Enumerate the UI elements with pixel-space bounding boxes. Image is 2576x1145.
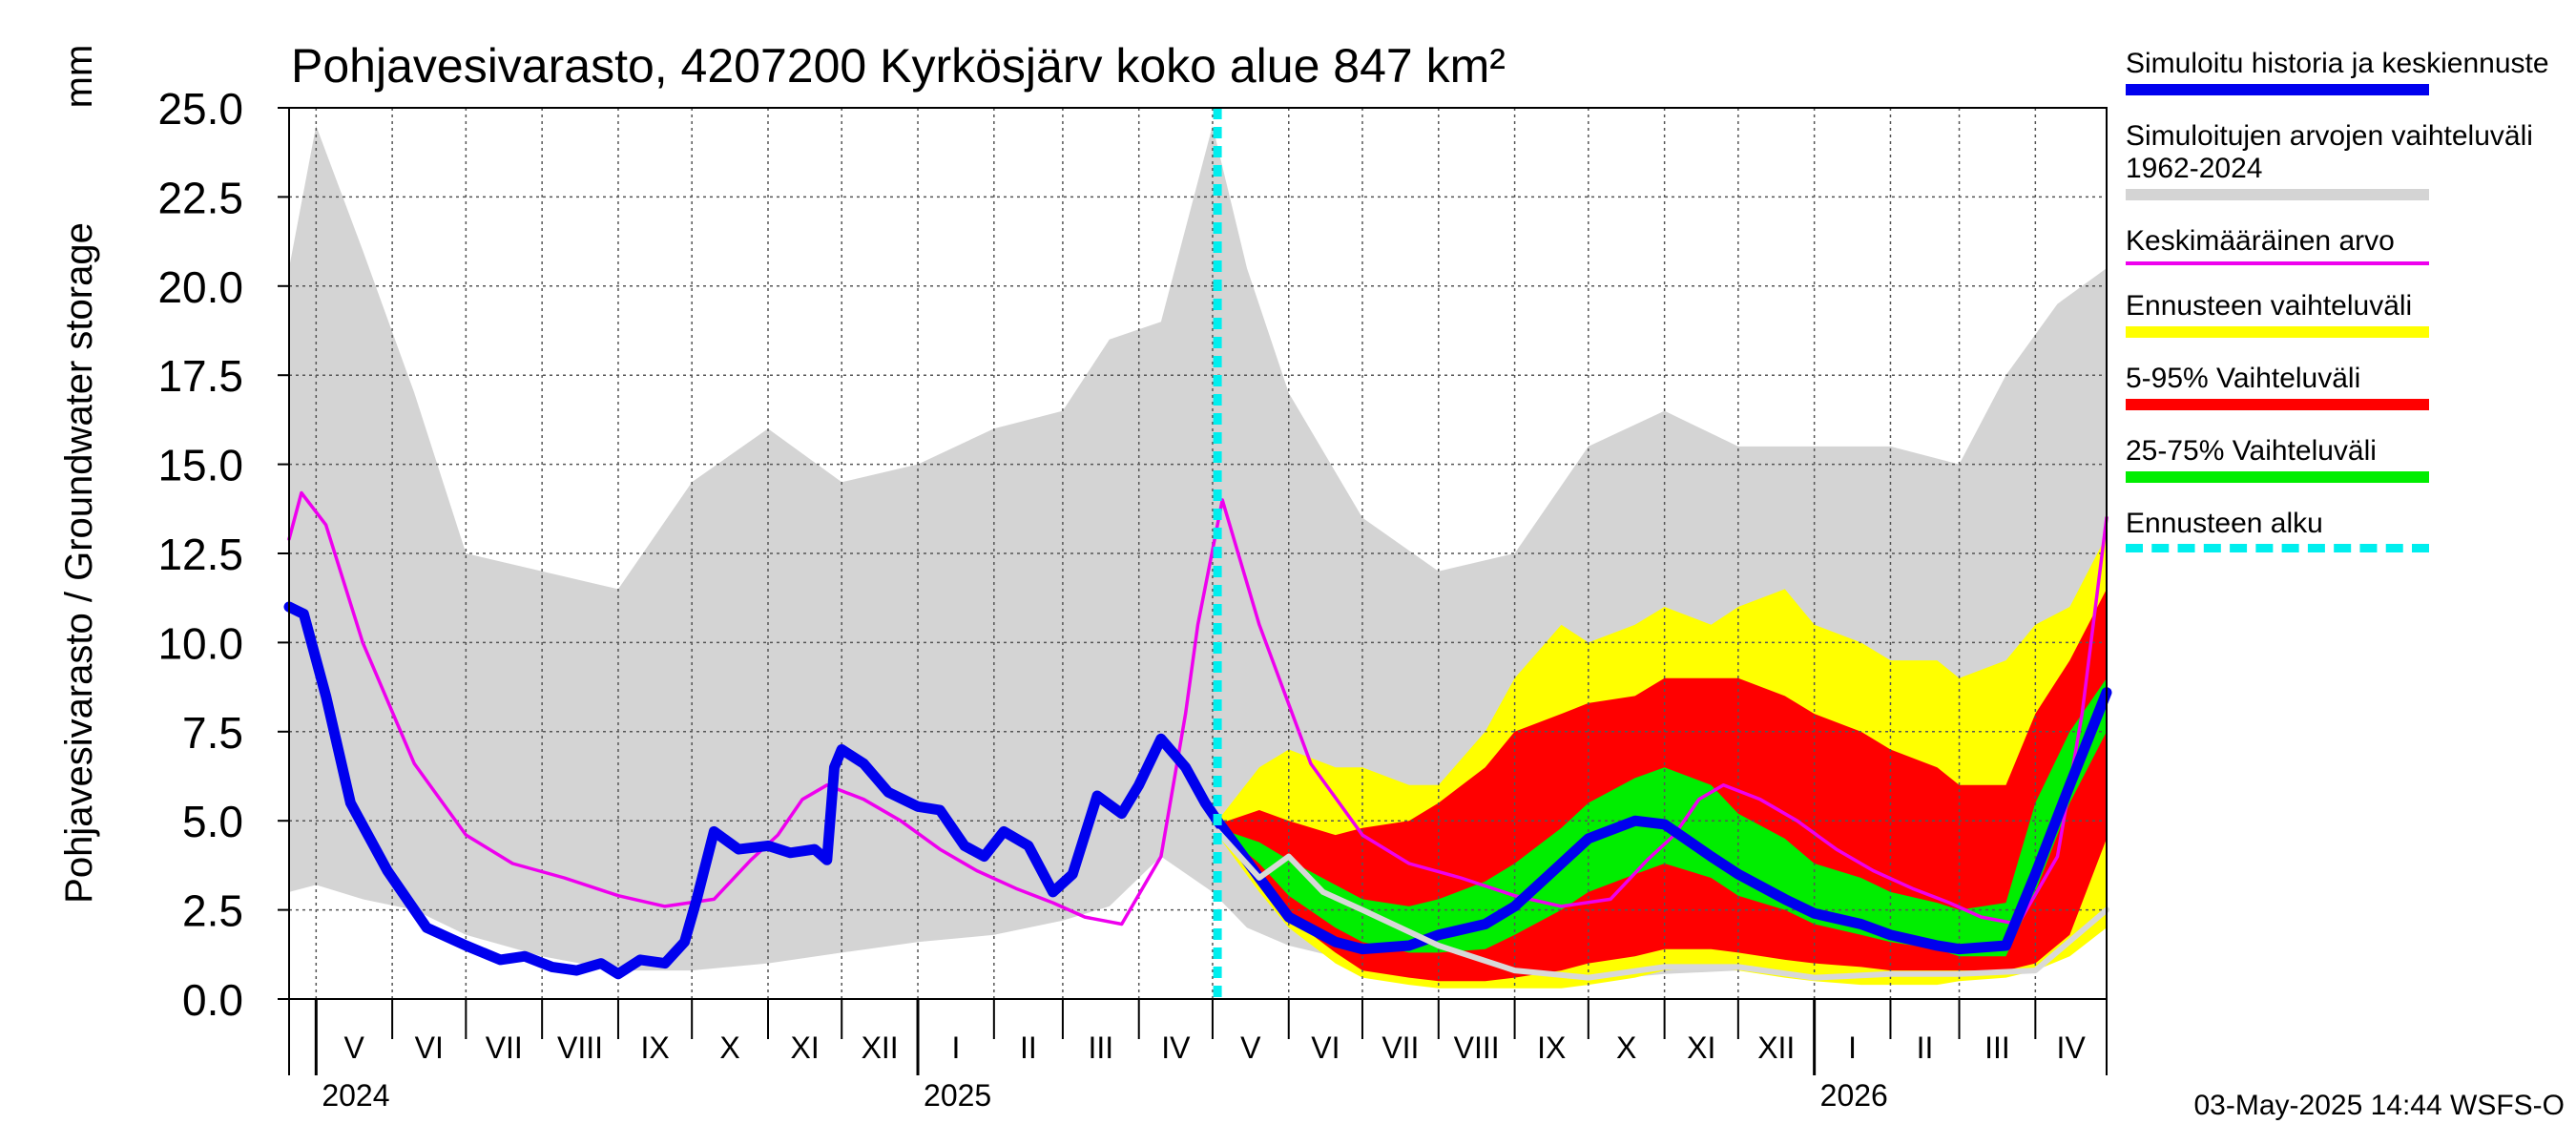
line-keskim-r-inen-arvo	[287, 490, 2109, 926]
legend-label: 25-75% Vaihteluväli	[2126, 435, 2377, 467]
band-25-75-vaihteluv-li	[1217, 677, 2107, 957]
legend-label: Keskimääräinen arvo	[2126, 225, 2395, 257]
y-tick-label: 15.0	[157, 441, 243, 490]
y-tick-label: 2.5	[182, 886, 243, 936]
month-label: X	[1616, 1030, 1636, 1065]
legend-item: Simuloitu historia ja keskiennuste	[2126, 48, 2565, 95]
bands-layer	[289, 125, 2107, 989]
month-label: VIII	[557, 1030, 603, 1065]
y-tick-label: 22.5	[157, 173, 243, 222]
month-label: IX	[1537, 1030, 1566, 1065]
month-label: II	[1020, 1030, 1037, 1065]
month-label: XI	[1687, 1030, 1715, 1065]
month-label: I	[1848, 1030, 1857, 1065]
month-label: III	[1088, 1030, 1113, 1065]
axes-layer: 0.0 2.5 5.0 7.5 10.0 12.5 15.0 17.5 20.0 22.5 25.0…	[157, 84, 2108, 1113]
y-axis-unit: mm	[58, 45, 100, 109]
legend-item: 5-95% Vaihteluväli	[2126, 363, 2565, 410]
month-label: VI	[415, 1030, 444, 1065]
legend-item: Simuloitujen arvojen vaihteluväli 1962-2…	[2126, 120, 2565, 200]
chart-title: Pohjavesivarasto, 4207200 Kyrkösjärv kok…	[291, 39, 1506, 93]
legend-label: Simuloitujen arvojen vaihteluväli 1962-2…	[2126, 120, 2533, 184]
y-tick-label: 25.0	[157, 84, 243, 134]
legend-label: Ennusteen alku	[2126, 508, 2323, 539]
legend-label: 5-95% Vaihteluväli	[2126, 363, 2361, 394]
month-label: V	[1240, 1030, 1261, 1065]
month-label: XII	[862, 1030, 899, 1065]
legend: Simuloitu historia ja keskiennuste Simulo…	[2126, 48, 2565, 577]
month-label: V	[344, 1030, 365, 1065]
line-simuloitu-historia-ja-keskiennuste	[283, 601, 2112, 980]
month-label: I	[951, 1030, 960, 1065]
legend-item: Ennusteen vaihteluväli	[2126, 290, 2565, 338]
month-label: X	[719, 1030, 739, 1065]
legend-item: Ennusteen alku	[2126, 508, 2565, 552]
y-tick-label: 20.0	[157, 262, 243, 312]
lines-layer	[283, 108, 2112, 999]
y-tick-label: 10.0	[157, 618, 243, 668]
legend-label: Ennusteen vaihteluväli	[2126, 290, 2413, 322]
month-label: IX	[640, 1030, 669, 1065]
y-axis-label: Pohjavesivarasto / Groundwater storage	[58, 222, 100, 904]
legend-swatch	[2126, 84, 2429, 95]
month-label: IV	[1161, 1030, 1191, 1065]
y-tick-label: 0.0	[182, 975, 243, 1025]
month-label: XII	[1757, 1030, 1795, 1065]
month-label: VII	[1381, 1030, 1419, 1065]
year-label: 2024	[322, 1078, 389, 1113]
year-label: 2026	[1820, 1078, 1888, 1113]
legend-swatch	[2126, 399, 2429, 410]
legend-swatch	[2126, 471, 2429, 483]
legend-swatch	[2126, 261, 2429, 265]
legend-item: 25-75% Vaihteluväli	[2126, 435, 2565, 483]
legend-item: Keskimääräinen arvo	[2126, 225, 2565, 265]
y-tick-label: 5.0	[182, 797, 243, 846]
legend-label: Simuloitu historia ja keskiennuste	[2126, 48, 2549, 79]
legend-swatch	[2126, 189, 2429, 200]
y-tick-label: 12.5	[157, 530, 243, 579]
line-simulated-reference	[1215, 828, 2109, 981]
year-label: 2025	[924, 1078, 991, 1113]
month-label: IV	[2057, 1030, 2087, 1065]
timestamp-footer: 03-May-2025 14:44 WSFS-O	[2193, 1090, 2566, 1121]
month-label: VI	[1311, 1030, 1340, 1065]
y-tick-label: 7.5	[182, 708, 243, 758]
legend-swatch	[2126, 326, 2429, 338]
month-label: VII	[486, 1030, 523, 1065]
month-label: II	[1917, 1030, 1934, 1065]
month-label: VIII	[1454, 1030, 1500, 1065]
legend-swatch	[2126, 544, 2429, 552]
month-label: XI	[790, 1030, 819, 1065]
month-label: III	[1984, 1030, 2010, 1065]
y-tick-label: 17.5	[157, 351, 243, 401]
